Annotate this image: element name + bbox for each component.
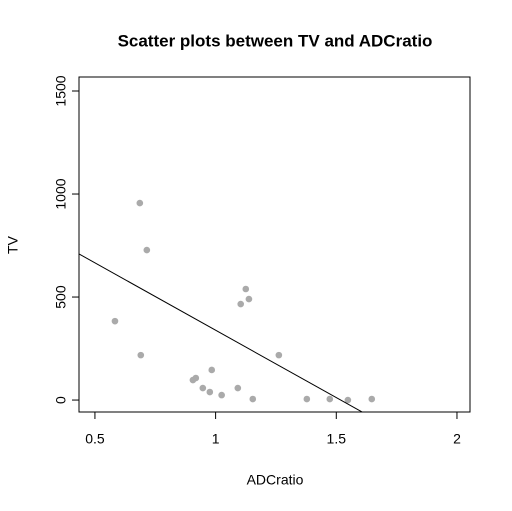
point	[192, 374, 200, 382]
point	[242, 285, 250, 293]
y-tick-label: 1500	[53, 75, 69, 106]
x-tick-label: 1.5	[327, 431, 347, 447]
x-tick-label: 0.5	[85, 431, 105, 447]
point	[344, 396, 352, 404]
y-axis-label: TV	[5, 235, 21, 254]
point	[326, 395, 334, 403]
x-tick-label: 2	[453, 431, 461, 447]
chart-title: Scatter plots between TV and ADCratio	[118, 31, 433, 50]
point	[368, 395, 376, 403]
point	[303, 395, 311, 403]
point	[199, 384, 207, 392]
point	[111, 317, 119, 325]
x-tick-label: 1	[212, 431, 220, 447]
point	[245, 295, 253, 303]
x-axis-label: ADCratio	[247, 472, 304, 488]
regression-line	[79, 253, 364, 412]
point	[249, 395, 257, 403]
point	[234, 384, 242, 392]
point	[137, 351, 145, 359]
y-tick-label: 0	[53, 396, 69, 404]
point	[143, 246, 151, 254]
point	[218, 391, 225, 399]
plot-box	[78, 76, 471, 413]
y-tick-label: 1000	[53, 178, 69, 209]
point	[206, 388, 214, 396]
point	[136, 199, 144, 207]
point	[208, 366, 216, 374]
point	[275, 351, 283, 359]
y-tick-label: 500	[53, 285, 69, 309]
point	[237, 300, 245, 308]
